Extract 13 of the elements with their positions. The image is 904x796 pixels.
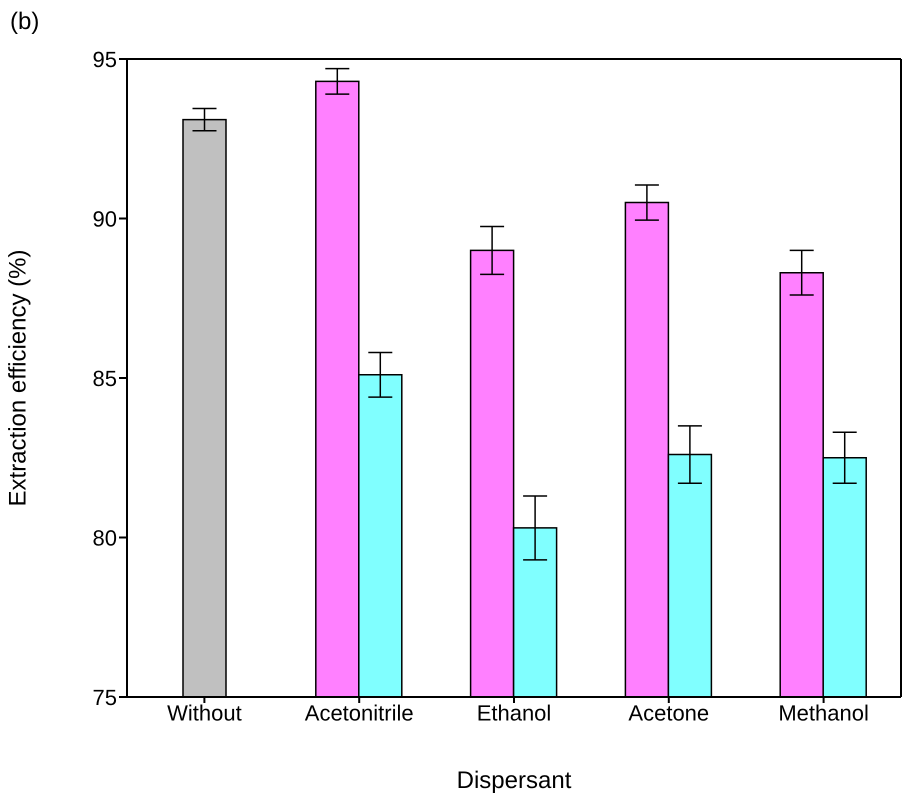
y-tick-label: 95 bbox=[92, 46, 117, 72]
y-tick-label: 85 bbox=[92, 366, 117, 391]
x-tick-label: Acetonitrile bbox=[304, 700, 414, 726]
text: (b) bbox=[10, 8, 40, 36]
y-tick-label: 90 bbox=[92, 206, 117, 232]
x-axis-title: Dispersant bbox=[456, 767, 572, 794]
x-tick-label: Acetone bbox=[628, 700, 710, 726]
y-axis-title: Extraction efficiency (%) bbox=[4, 250, 32, 506]
y-tick-label: 75 bbox=[92, 684, 117, 710]
x-tick-label: Methanol bbox=[778, 700, 869, 726]
y-tick-label: 80 bbox=[92, 525, 117, 550]
x-tick-label: Ethanol bbox=[476, 700, 552, 726]
x-tick-label: Without bbox=[167, 700, 242, 726]
